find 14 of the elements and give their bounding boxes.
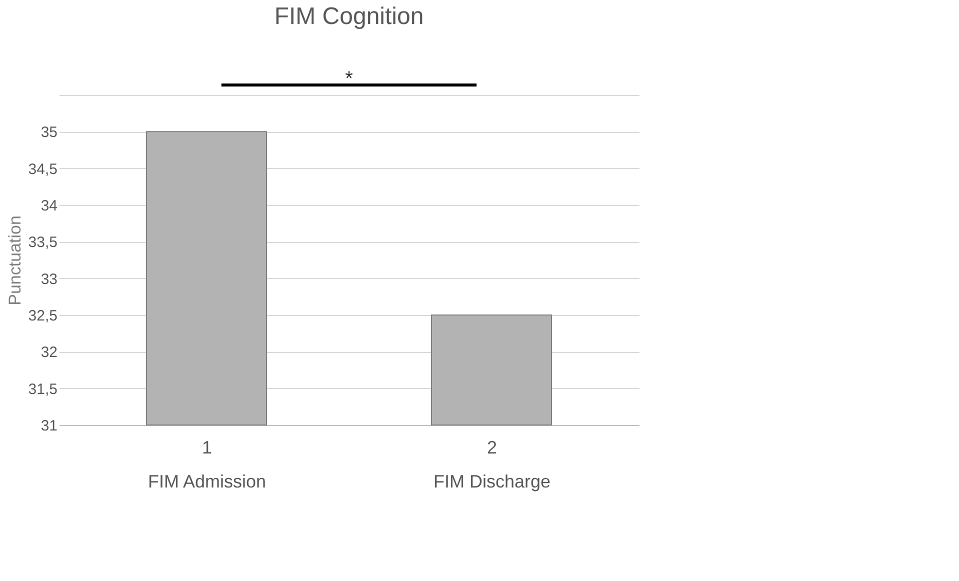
y-tick-label: 31 — [40, 418, 58, 434]
y-tick-label: 34 — [40, 198, 58, 214]
y-tick-label: 32 — [40, 344, 58, 362]
y-axis-title: Punctuation — [5, 216, 24, 306]
x-tick-label: 2 FIM Discharge — [433, 438, 551, 492]
y-tick-label: 34,5 — [28, 160, 58, 178]
x-tick-label: 1 FIM Admission — [148, 438, 266, 492]
y-tick-label: 32,5 — [28, 308, 58, 324]
y-tick-label: 31,5 — [28, 380, 58, 398]
y-tick-label: 35 — [40, 124, 58, 142]
y-tick-label: 33 — [40, 270, 58, 288]
chart-title: FIM Cognition — [274, 3, 424, 30]
y-tick-label: 33,5 — [28, 234, 58, 252]
text: * — [345, 68, 354, 90]
